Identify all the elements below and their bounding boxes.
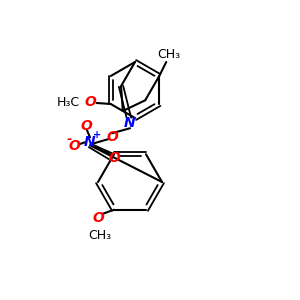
Text: O: O xyxy=(85,95,97,109)
Text: O: O xyxy=(80,119,92,133)
Text: CH₃: CH₃ xyxy=(158,47,181,61)
Text: N: N xyxy=(124,116,136,130)
Text: CH₃: CH₃ xyxy=(88,229,112,242)
Text: O: O xyxy=(106,130,118,144)
Text: O: O xyxy=(68,139,80,153)
Text: O: O xyxy=(108,151,120,165)
Text: -: - xyxy=(66,133,72,146)
Text: N: N xyxy=(84,135,96,149)
Text: H₃C: H₃C xyxy=(57,95,80,109)
Text: O: O xyxy=(92,211,104,225)
Text: +: + xyxy=(93,130,101,140)
